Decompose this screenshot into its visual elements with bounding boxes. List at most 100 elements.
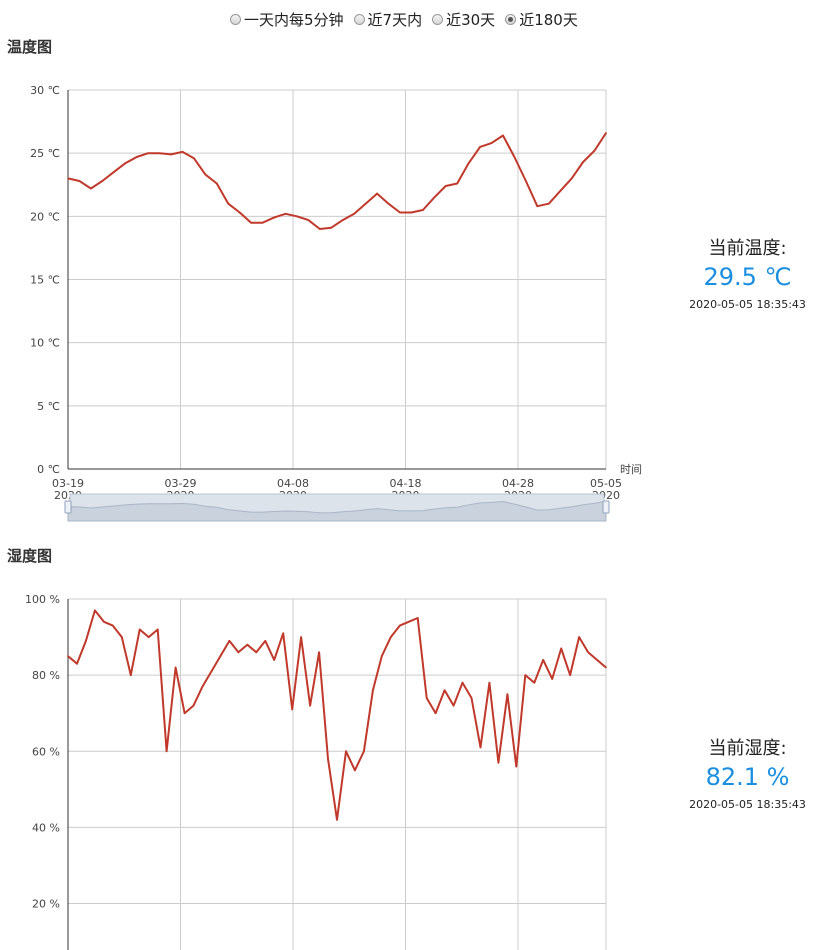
temperature-data-point [456,182,458,185]
humidity-chart-svg: 20 % 40 % 60 % 80 % 100 % [25,593,607,950]
humidity-data-point [112,624,114,627]
radio-7days[interactable] [353,13,365,25]
temperature-data-point [296,215,298,218]
temperature-data-point [387,202,390,205]
temperature-chart-title: 温度图 [7,38,53,56]
humidity-data-point [129,674,132,676]
humidity-data-point [524,674,527,676]
temperature-data-point [204,173,207,176]
humidity-data-point [488,681,491,684]
humidity-data-point [183,712,186,714]
temperature-chart-svg: 0 ℃5 ℃10 ℃15 ℃20 ℃25 ℃30 ℃03-19202003-29… [30,84,642,522]
temperature-data-point [444,185,447,187]
current-temperature-label: 当前温度: [708,238,787,259]
temperature-data-point [90,187,92,190]
x-tick-date: 04-28 [502,477,534,490]
x-tick-date: 03-19 [52,477,84,490]
range-option-label: 近7天内 [367,10,423,29]
humidity-data-point [560,647,562,650]
temperature-data-point [422,209,424,211]
humidity-chart: 20 % 40 % 60 % 80 % 100 % [0,580,831,950]
humidity-data-point [578,636,580,638]
humidity-data-point [273,659,276,661]
humidity-data-point [264,640,267,642]
temperature-data-point [593,149,596,152]
current-humidity-label: 当前湿度: [708,738,787,759]
y-tick-label: 0 ℃ [37,463,60,476]
humidity-data-point [569,674,571,676]
radio-30days[interactable] [432,13,444,25]
humidity-data-point [67,655,69,657]
humidity-data-point [416,617,419,619]
humidity-data-point [452,704,455,707]
temperature-data-point [467,162,470,165]
datazoom-handle[interactable] [602,500,610,514]
y-tick-label: 20 % [32,898,60,911]
temperature-data-point [559,190,562,192]
temperature-data-point [147,152,149,154]
humidity-data-point [434,712,437,714]
temperature-updated-time: 2020-05-05 18:35:43 [689,298,806,311]
humidity-data-point [246,643,249,646]
x-tick-date: 05-05 [590,477,622,490]
temperature-data-point [376,192,378,195]
temperature-data-point [158,152,161,154]
humidity-data-point [506,693,509,695]
temperature-data-point [479,146,481,148]
y-tick-label: 10 ℃ [30,337,60,350]
x-axis-label: 时间 [620,463,642,476]
temperature-data-point [273,216,275,219]
x-tick-date: 04-18 [390,477,422,490]
range-option-180days[interactable]: 近180天 [505,9,578,30]
humidity-data-point [443,689,446,692]
humidity-data-point [336,818,338,821]
temperature-data-point [364,202,367,205]
temperature-data-point [170,153,172,156]
temperature-data-point [570,177,573,180]
radio-day[interactable] [230,13,241,25]
humidity-data-point [372,689,374,692]
range-option-label: 近30天 [446,10,496,29]
temperature-data-point [250,221,252,224]
current-humidity-panel: 当前湿度: 82.1 % 2020-05-05 18:35:43 [660,734,831,811]
humidity-data-point [121,636,123,638]
temperature-data-point [582,161,584,163]
temperature-data-point [330,226,333,229]
humidity-data-point [515,765,518,768]
temperature-data-point [319,228,321,230]
y-tick-label: 100 % [25,593,60,606]
humidity-data-point [596,659,598,661]
humidity-data-point [587,651,589,654]
range-option-day[interactable]: 一天内每5分钟 [230,9,344,30]
humidity-data-point [470,697,473,699]
temperature-chart: 0 ℃ 5 ℃ 10 ℃ 15 ℃ 20 ℃ 25 ℃ 30 ℃ 03-19 2020 03-29… [0,70,831,530]
humidity-data-point [345,750,347,753]
humidity-data-point [461,681,464,684]
humidity-data-point [354,769,356,772]
humidity-data-point [533,681,536,684]
humidity-data-point [542,659,545,661]
humidity-data-point [255,651,258,654]
temperature-data-point [410,211,413,214]
humidity-data-point [282,632,285,635]
radio-180days[interactable] [505,13,517,25]
y-tick-label: 40 % [32,821,60,834]
temperature-data-point [307,219,310,221]
temperature-data-point [513,156,516,158]
temperature-data-point [399,211,401,214]
x-tick-date: 04-08 [277,477,309,490]
range-option-30days[interactable]: 近30天 [432,9,495,30]
humidity-data-point [407,621,410,623]
humidity-data-point [165,750,168,753]
y-tick-label: 30 ℃ [30,84,60,97]
humidity-data-point [174,666,177,669]
temperature-data-point [261,221,264,224]
y-tick-label: 5 ℃ [37,400,60,413]
datazoom-handle[interactable] [64,500,72,514]
y-tick-label: 20 ℃ [30,210,60,223]
range-option-7days[interactable]: 近7天内 [353,9,423,30]
humidity-data-point [103,621,105,623]
humidity-updated-time: 2020-05-05 18:35:43 [689,798,806,811]
temperature-data-point [181,151,184,153]
temperature-data-point [238,211,241,214]
